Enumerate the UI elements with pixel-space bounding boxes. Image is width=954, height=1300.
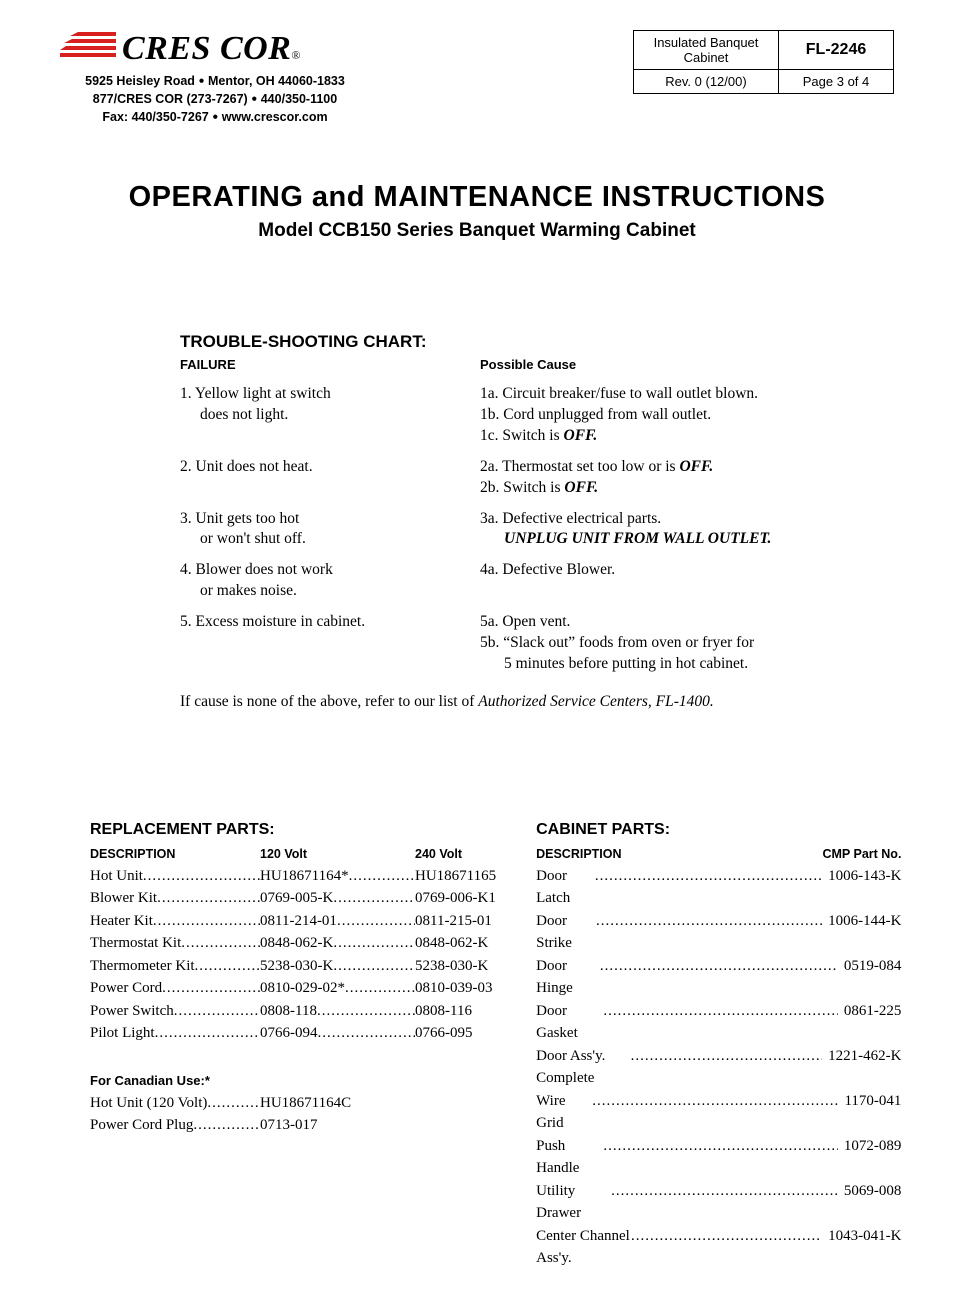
cabinet-heading: CABINET PARTS: <box>536 821 901 839</box>
replacement-subhead: DESCRIPTION 120 Volt 240 Volt <box>90 847 496 861</box>
cause-cell: 2a. Thermostat set too low or is OFF.2b.… <box>480 457 854 499</box>
replacement-part-row: Heater Kit .............................… <box>90 910 496 933</box>
addr1a: 5925 Heisley Road <box>85 74 195 88</box>
footnote-pre: If cause is none of the above, refer to … <box>180 693 478 710</box>
replacement-part-row: Blower Kit .............................… <box>90 887 496 910</box>
cabinet-part-row: Door Strike ............................… <box>536 910 901 955</box>
cabinet-part-row: Door Hinge .............................… <box>536 955 901 1000</box>
doc-page: Page 3 of 4 <box>779 70 894 94</box>
address-line-1: 5925 Heisley Road ● Mentor, OH 44060-183… <box>60 72 370 90</box>
logo-block: CRES COR® 5925 Heisley Road ● Mentor, OH… <box>60 30 370 126</box>
canadian-part-row: Hot Unit (120 Volt) ....................… <box>90 1092 496 1115</box>
failure-col-head: FAILURE <box>180 356 480 374</box>
replacement-part-row: Power Cord .............................… <box>90 977 496 1000</box>
brand-name: CRES COR® <box>122 30 300 68</box>
bullet-icon: ● <box>251 94 257 105</box>
rep-col-120: 120 Volt <box>260 847 415 861</box>
addr2b: 440/350-1100 <box>261 92 337 106</box>
replacement-parts-col: REPLACEMENT PARTS: DESCRIPTION 120 Volt … <box>90 821 496 1270</box>
addr3a: Fax: 440/350-7267 <box>102 110 208 124</box>
bullet-icon: ● <box>198 75 204 86</box>
cabinet-parts-col: CABINET PARTS: DESCRIPTION CMP Part No. … <box>536 821 901 1270</box>
logo-stripes-icon <box>60 32 116 67</box>
cabinet-part-row: Utility Drawer .........................… <box>536 1180 901 1225</box>
rep-col-desc: DESCRIPTION <box>90 847 260 861</box>
cabinet-part-row: Door Gasket ............................… <box>536 1000 901 1045</box>
replacement-part-row: Pilot Light ............................… <box>90 1022 496 1045</box>
cabinet-part-row: Wire Grid ..............................… <box>536 1090 901 1135</box>
logo: CRES COR® <box>60 30 370 68</box>
bullet-icon: ● <box>212 112 218 123</box>
canadian-heading: For Canadian Use:* <box>90 1073 496 1088</box>
replacement-part-row: Thermostat Kit .........................… <box>90 932 496 955</box>
failure-cell: 2. Unit does not heat. <box>180 457 480 499</box>
troubleshoot-row: 5. Excess moisture in cabinet.5a. Open v… <box>180 612 854 675</box>
title-block: OPERATING and MAINTENANCE INSTRUCTIONS M… <box>60 181 894 242</box>
page-header: CRES COR® 5925 Heisley Road ● Mentor, OH… <box>60 30 894 126</box>
failure-cell: 1. Yellow light at switchdoes not light. <box>180 384 480 447</box>
addr3b: www.crescor.com <box>222 110 328 124</box>
replacement-part-row: Power Switch ...........................… <box>90 1000 496 1023</box>
cab-col-desc: DESCRIPTION <box>536 847 621 861</box>
sub-title: Model CCB150 Series Banquet Warming Cabi… <box>60 220 894 242</box>
replacement-heading: REPLACEMENT PARTS: <box>90 821 496 839</box>
troubleshoot-row: 2. Unit does not heat.2a. Thermostat set… <box>180 457 854 499</box>
cause-cell: 5a. Open vent.5b. “Slack out” foods from… <box>480 612 854 675</box>
troubleshoot-table: FAILURE Possible Cause 1. Yellow light a… <box>180 356 854 675</box>
cause-cell: 1a. Circuit breaker/fuse to wall outlet … <box>480 384 854 447</box>
doc-rev: Rev. 0 (12/00) <box>634 70 779 94</box>
address-line-2: 877/CRES COR (273-7267) ● 440/350-1100 <box>60 90 370 108</box>
addr2a: 877/CRES COR (273-7267) <box>93 92 248 106</box>
cabinet-part-row: Door Latch .............................… <box>536 865 901 910</box>
replacement-part-row: Hot Unit ...............................… <box>90 865 496 888</box>
parts-section: REPLACEMENT PARTS: DESCRIPTION 120 Volt … <box>60 821 894 1270</box>
troubleshoot-header-row: FAILURE Possible Cause <box>180 356 854 374</box>
company-info: 5925 Heisley Road ● Mentor, OH 44060-183… <box>60 72 370 126</box>
doc-desc: Insulated Banquet Cabinet <box>634 31 779 70</box>
cabinet-rows: Door Latch .............................… <box>536 865 901 1270</box>
troubleshoot-row: 4. Blower does not workor makes noise.4a… <box>180 560 854 602</box>
troubleshoot-heading: TROUBLE-SHOOTING CHART: <box>180 332 854 352</box>
footnote-ital: Authorized Service Centers, FL-1400. <box>478 693 713 710</box>
brand-name-text: CRES COR <box>122 30 291 67</box>
registered-mark: ® <box>291 48 300 62</box>
failure-cell: 5. Excess moisture in cabinet. <box>180 612 480 675</box>
cabinet-subhead: DESCRIPTION CMP Part No. <box>536 847 901 861</box>
replacement-rows: Hot Unit ...............................… <box>90 865 496 1045</box>
troubleshooting-section: TROUBLE-SHOOTING CHART: FAILURE Possible… <box>60 332 894 711</box>
failure-cell: 4. Blower does not workor makes noise. <box>180 560 480 602</box>
cabinet-part-row: Door Ass'y. Complete ...................… <box>536 1045 901 1090</box>
troubleshoot-row: 1. Yellow light at switchdoes not light.… <box>180 384 854 447</box>
document-info-box: Insulated Banquet Cabinet FL-2246 Rev. 0… <box>633 30 894 94</box>
canadian-rows: Hot Unit (120 Volt) ....................… <box>90 1092 496 1137</box>
cabinet-part-row: Center Channel Ass'y. ..................… <box>536 1225 901 1270</box>
cause-col-head: Possible Cause <box>480 356 854 374</box>
cab-col-num: CMP Part No. <box>822 847 901 861</box>
main-title: OPERATING and MAINTENANCE INSTRUCTIONS <box>60 181 894 214</box>
troubleshoot-footnote: If cause is none of the above, refer to … <box>180 693 854 711</box>
replacement-part-row: Thermometer Kit ........................… <box>90 955 496 978</box>
troubleshoot-row: 3. Unit gets too hotor won't shut off.3a… <box>180 509 854 551</box>
canadian-part-row: Power Cord Plug ........................… <box>90 1114 496 1137</box>
failure-cell: 3. Unit gets too hotor won't shut off. <box>180 509 480 551</box>
cause-cell: 4a. Defective Blower. <box>480 560 854 602</box>
rep-col-240: 240 Volt <box>415 847 462 861</box>
address-line-3: Fax: 440/350-7267 ● www.crescor.com <box>60 108 370 126</box>
addr1b: Mentor, OH 44060-1833 <box>208 74 345 88</box>
cause-cell: 3a. Defective electrical parts.UNPLUG UN… <box>480 509 854 551</box>
cabinet-part-row: Push Handle ............................… <box>536 1135 901 1180</box>
doc-code: FL-2246 <box>779 31 894 70</box>
